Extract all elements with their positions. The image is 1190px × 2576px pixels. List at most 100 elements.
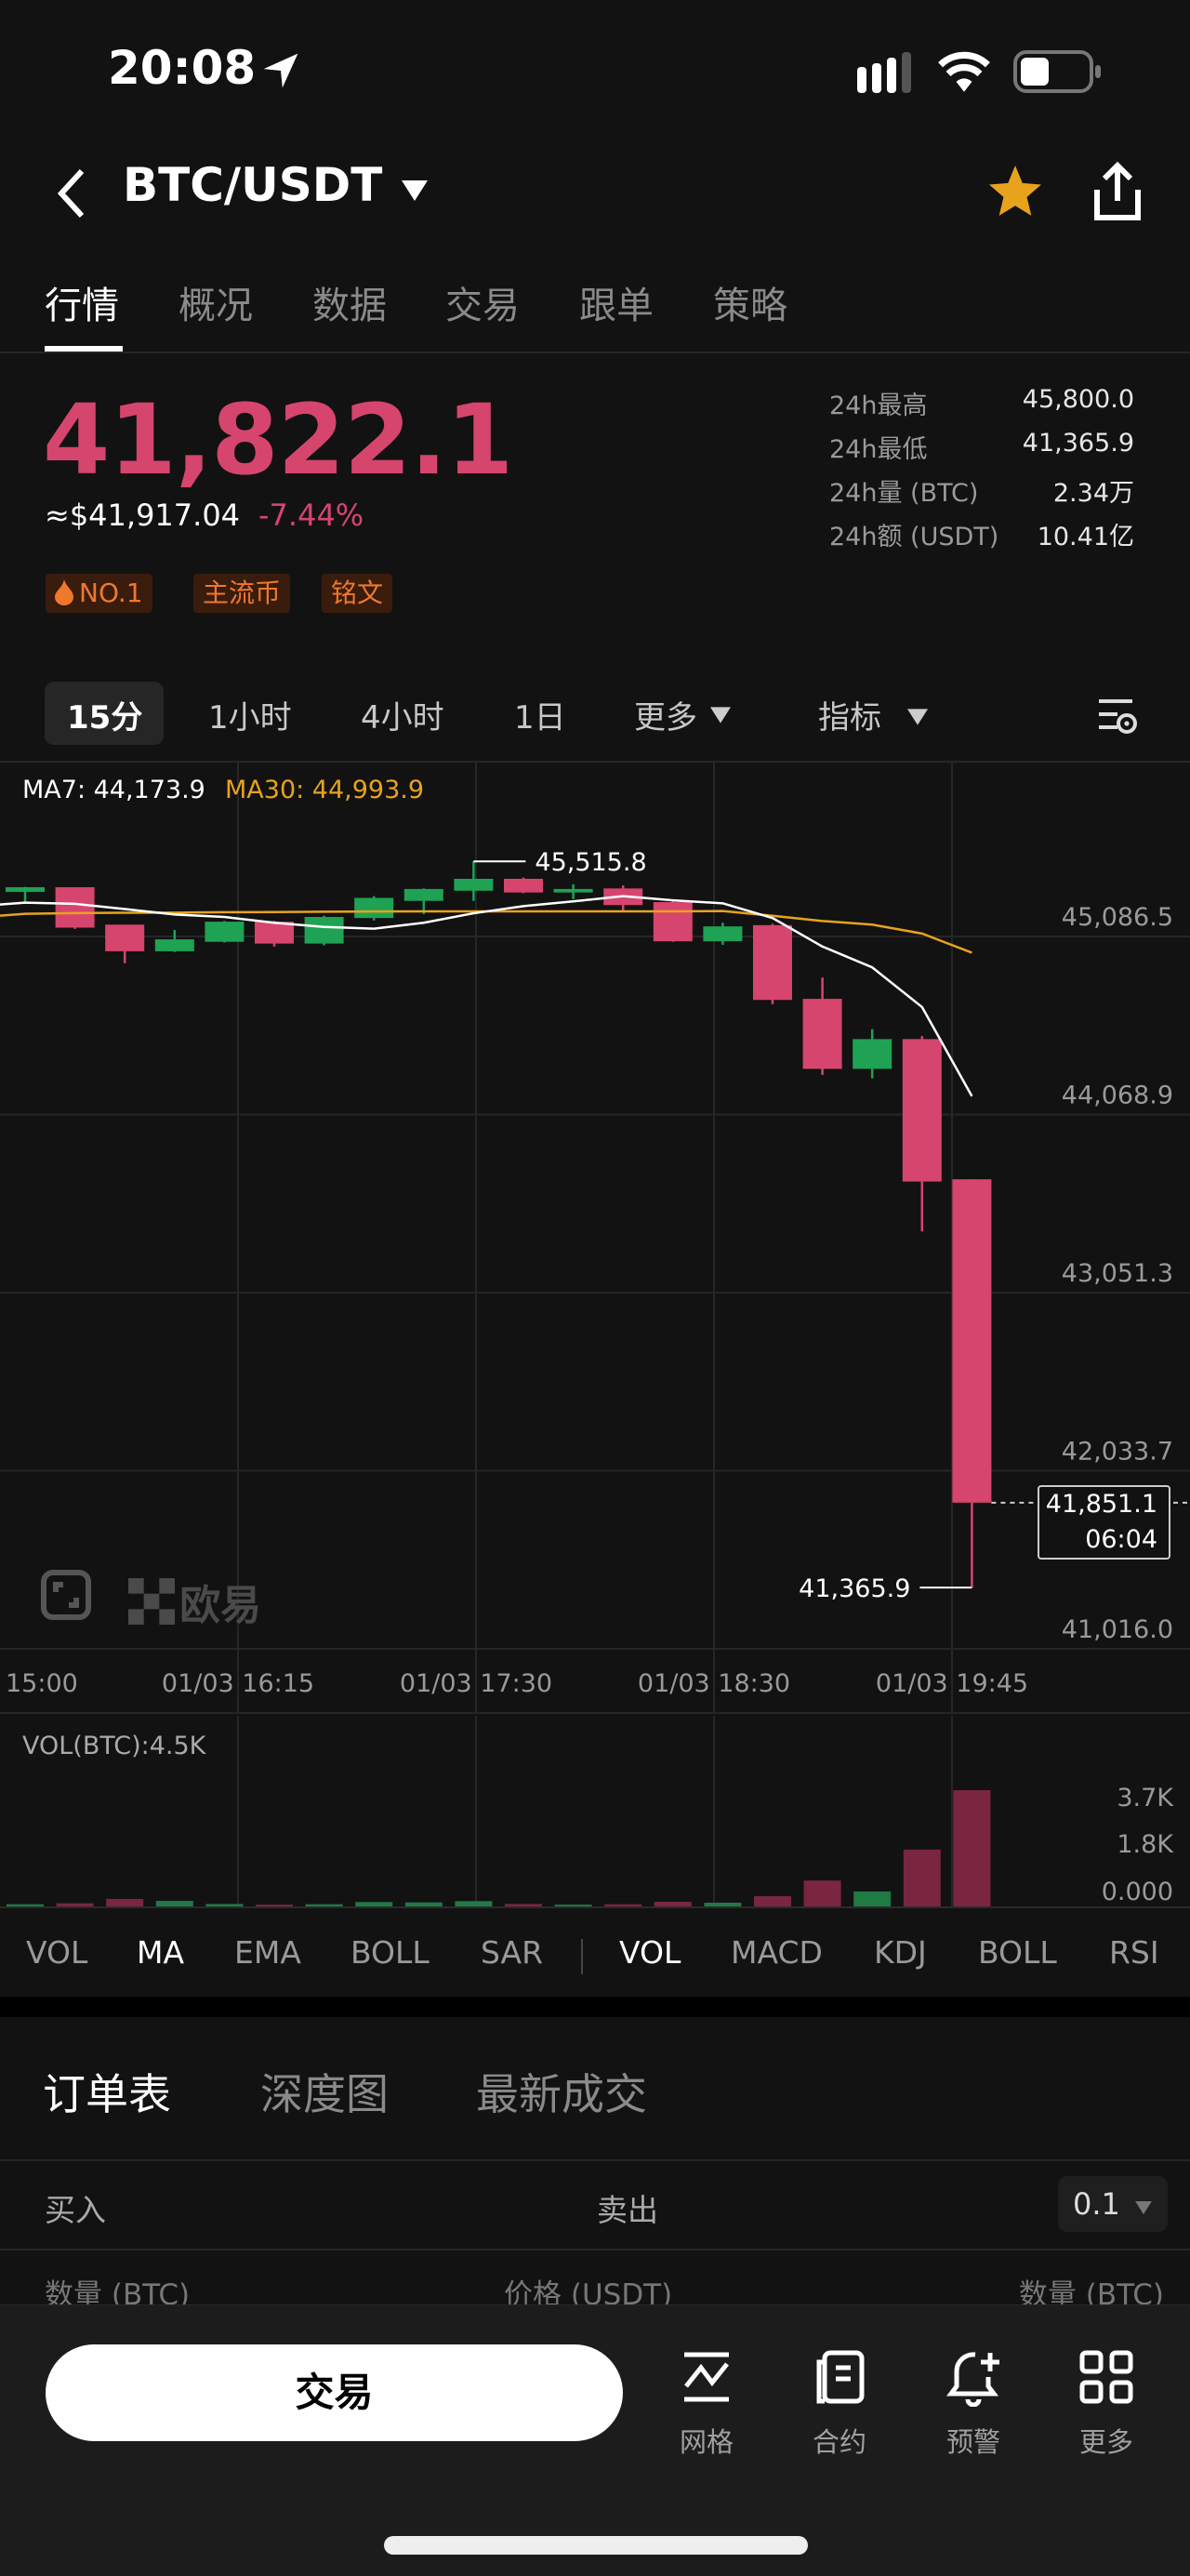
- divider: [0, 761, 1190, 763]
- tab-overview[interactable]: 概况: [178, 285, 253, 327]
- tag-rank[interactable]: NO.1: [46, 574, 152, 613]
- candle: [802, 977, 842, 1075]
- pair-dropdown-icon[interactable]: [402, 180, 428, 201]
- volume-bar: [554, 1905, 592, 1906]
- nav-grid[interactable]: 网格: [679, 2426, 734, 2458]
- stat-label-turnover: 24h额 (USDT): [829, 523, 999, 551]
- low-marker-label: 41,365.9: [799, 1574, 910, 1603]
- indicator-sub-rsi[interactable]: RSI: [1109, 1934, 1159, 1971]
- tab-trade[interactable]: 交易: [445, 285, 520, 327]
- current-price: 41,851.1: [1045, 1490, 1157, 1519]
- nav-more[interactable]: 更多: [1078, 2426, 1133, 2458]
- precision-value: 0.1: [1073, 2186, 1120, 2222]
- tab-data[interactable]: 数据: [312, 285, 387, 327]
- y-tick-label: 43,051.3: [1062, 1259, 1173, 1288]
- stat-label-low: 24h最低: [829, 435, 928, 464]
- volume-bar: [404, 1902, 443, 1906]
- okx-watermark-logo: 欧易: [128, 1572, 261, 1631]
- candle-body: [354, 897, 394, 919]
- candle-body: [553, 888, 593, 893]
- share-icon[interactable]: [1091, 160, 1144, 223]
- alert-bell-icon[interactable]: [944, 2347, 1003, 2407]
- indicator-main-boll[interactable]: BOLL: [350, 1934, 430, 1971]
- precision-selector[interactable]: 0.1: [1058, 2176, 1168, 2232]
- candle: [55, 887, 95, 929]
- volume-chart: 3.7K 1.8K 0.000: [0, 1716, 1190, 1908]
- timeframe-1d[interactable]: 1日: [514, 699, 566, 737]
- back-chevron-icon[interactable]: [54, 167, 91, 219]
- section-separator: [0, 1997, 1190, 2017]
- tab-depth-chart[interactable]: 深度图: [260, 2069, 389, 2119]
- chart-settings-icon[interactable]: [1097, 696, 1138, 737]
- indicator-sub-vol[interactable]: VOL: [619, 1934, 681, 1971]
- x-tick-label: 15:00: [6, 1669, 78, 1698]
- tab-strategy[interactable]: 策略: [713, 285, 787, 327]
- volume-tick-label: 0.000: [1102, 1878, 1173, 1906]
- nav-contract[interactable]: 合约: [812, 2426, 866, 2458]
- tag-inscription[interactable]: 铭文: [322, 574, 393, 613]
- tab-copy-trade[interactable]: 跟单: [579, 285, 654, 327]
- tab-order-book[interactable]: 订单表: [43, 2069, 171, 2119]
- tag-mainstream[interactable]: 主流币: [193, 574, 291, 613]
- nav-alert[interactable]: 预警: [945, 2426, 1000, 2458]
- pair-title[interactable]: BTC/USDT: [123, 158, 383, 212]
- candle: [6, 886, 45, 903]
- timeframe-15m[interactable]: [45, 682, 164, 745]
- divider: [0, 2159, 1190, 2161]
- volume-label: VOL(BTC):4.5K: [22, 1732, 206, 1760]
- price-change: -7.44%: [258, 498, 364, 533]
- candle-body: [154, 939, 194, 951]
- location-arrow-icon: [263, 53, 298, 88]
- high-marker-label: 45,515.8: [535, 848, 646, 877]
- candle: [603, 885, 643, 912]
- status-time: 20:08: [108, 41, 257, 95]
- volume-tick-label: 1.8K: [1117, 1830, 1174, 1859]
- volume-bar: [7, 1904, 44, 1906]
- y-tick-label: 45,086.5: [1062, 903, 1173, 932]
- indicator-separator: [581, 1939, 583, 1974]
- candle-body: [6, 887, 45, 893]
- indicator-sub-kdj[interactable]: KDJ: [874, 1934, 927, 1971]
- timeframe-more[interactable]: 更多: [634, 699, 697, 737]
- candle-body: [952, 1179, 992, 1503]
- candlestick-chart[interactable]: 45,086.5 44,068.9 43,051.3 42,033.7 41,016.0…: [0, 763, 1190, 1714]
- favorite-star-icon[interactable]: [985, 162, 1045, 221]
- candle-body: [105, 924, 145, 951]
- timeframe-1h[interactable]: 1小时: [208, 699, 292, 737]
- indicator-dropdown-icon: [907, 709, 928, 725]
- stat-label-high: 24h最高: [829, 392, 928, 420]
- sell-label: 卖出: [597, 2192, 658, 2228]
- stat-value-volume: 2.34万: [1052, 479, 1134, 508]
- stat-label-volume: 24h量 (BTC): [829, 479, 979, 508]
- volume-bar: [853, 1891, 892, 1906]
- indicator-sub-boll[interactable]: BOLL: [978, 1934, 1057, 1971]
- fullscreen-icon[interactable]: [41, 1570, 91, 1620]
- volume-bar: [953, 1790, 991, 1906]
- indicator-main-ma[interactable]: MA: [137, 1934, 185, 1971]
- volume-bar: [903, 1849, 941, 1906]
- candle: [354, 896, 394, 921]
- indicator-selector[interactable]: 指标: [818, 699, 881, 737]
- candle: [653, 900, 693, 942]
- grid-bot-icon[interactable]: [677, 2347, 736, 2407]
- ma30-line: [0, 910, 972, 954]
- tab-market[interactable]: 行情: [45, 285, 119, 327]
- current-price-box: 41,851.1 06:04: [1038, 1485, 1170, 1560]
- contract-icon[interactable]: [810, 2347, 869, 2407]
- candle: [403, 888, 443, 914]
- tab-latest-trades[interactable]: 最新成交: [476, 2069, 647, 2119]
- timeframe-4h[interactable]: 4小时: [361, 699, 444, 737]
- indicator-main-ema[interactable]: EMA: [234, 1934, 301, 1971]
- candle: [703, 923, 743, 945]
- indicator-main-vol[interactable]: VOL: [26, 1934, 88, 1971]
- more-apps-icon[interactable]: [1077, 2347, 1136, 2407]
- timeframe-15m-label: 15分: [67, 699, 143, 737]
- candle-body: [504, 878, 543, 893]
- candle-body: [255, 922, 294, 944]
- candle-body: [802, 999, 842, 1069]
- y-tick-label: 41,016.0: [1062, 1615, 1173, 1644]
- home-indicator[interactable]: [384, 2536, 808, 2555]
- indicator-main-sar[interactable]: SAR: [481, 1934, 544, 1971]
- indicator-sub-macd[interactable]: MACD: [731, 1934, 823, 1971]
- trade-button[interactable]: 交易: [46, 2344, 623, 2441]
